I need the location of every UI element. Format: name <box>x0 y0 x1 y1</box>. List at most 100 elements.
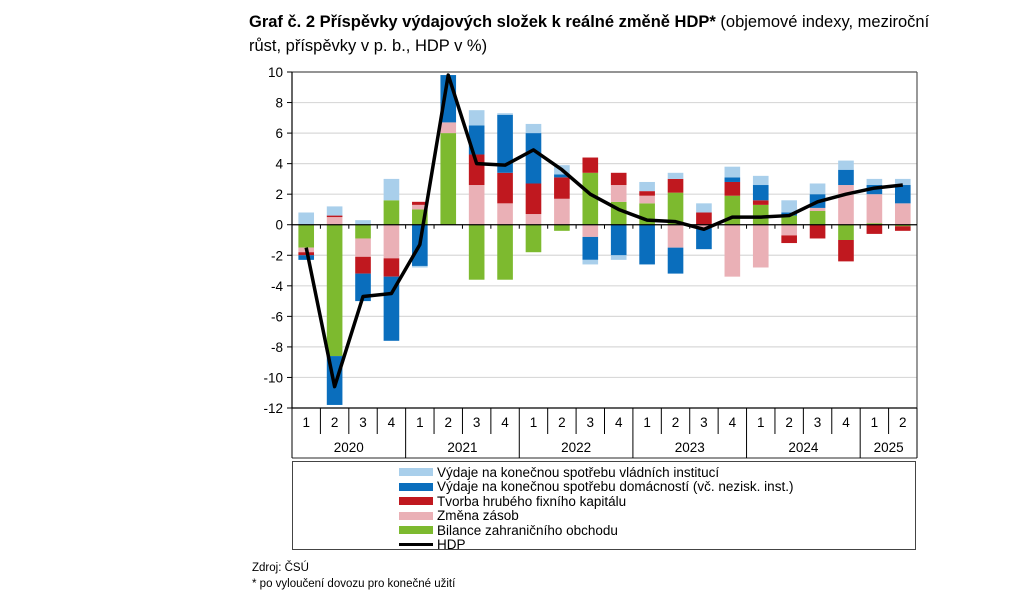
x-tick-label-quarter: 3 <box>587 415 595 430</box>
x-tick-label-quarter: 3 <box>473 415 481 430</box>
bar-segment <box>468 185 485 225</box>
legend-label: Výdaje na konečnou spotřebu vládních ins… <box>437 464 720 480</box>
y-tick-label: 8 <box>275 96 283 111</box>
x-tick-label-quarter: 1 <box>643 415 651 430</box>
legend-item: Výdaje na konečnou spotřebu domácností (… <box>399 479 794 494</box>
bar-segment <box>752 185 769 201</box>
bar-segment <box>781 235 797 244</box>
bar-segment <box>894 224 911 227</box>
bar-segment <box>497 172 513 204</box>
bar-segment <box>298 212 315 225</box>
x-tick-label-quarter: 1 <box>302 415 310 430</box>
x-tick-label-quarter: 4 <box>388 415 396 430</box>
bar-segment <box>355 224 371 239</box>
legend-label: Bilance zahraničního obchodu <box>437 522 618 538</box>
bar-segment <box>468 110 485 126</box>
bar-segment <box>696 224 712 228</box>
bar-segment <box>610 224 627 256</box>
bar-segment <box>440 133 457 225</box>
bar-segment <box>497 114 513 173</box>
bar-segment <box>383 200 400 225</box>
legend-item: Tvorba hrubého fixního kapitálu <box>399 494 626 509</box>
bar-segment <box>525 183 542 215</box>
bar-segment <box>412 265 428 268</box>
legend-swatch <box>399 511 433 520</box>
x-tick-label-quarter: 4 <box>842 415 850 430</box>
bar-segment <box>298 224 315 248</box>
bar-segment <box>639 181 655 192</box>
x-tick-label-quarter: 3 <box>359 415 367 430</box>
legend-swatch <box>399 482 433 491</box>
bar-segment <box>809 224 826 239</box>
x-tick-label-quarter: 2 <box>899 415 907 430</box>
bar-segment <box>554 224 570 231</box>
bar-segment <box>724 166 741 178</box>
x-tick-label-quarter: 1 <box>757 415 765 430</box>
x-tick-label-year: 2022 <box>561 440 591 455</box>
bar-segment <box>866 223 883 225</box>
bar-segment <box>894 178 911 186</box>
source-text: Zdroj: ČSÚ <box>252 562 309 574</box>
bar-segment <box>667 247 684 274</box>
x-tick-label-quarter: 1 <box>871 415 879 430</box>
x-tick-label-quarter: 2 <box>785 415 793 430</box>
bar-segment <box>781 224 797 236</box>
bar-segment <box>894 185 911 204</box>
bar-segment <box>838 160 854 170</box>
x-tick-label-quarter: 2 <box>672 415 680 430</box>
bar-segment <box>582 236 599 260</box>
bar-segment <box>355 273 371 302</box>
legend-item: Změna zásob <box>399 508 519 523</box>
bar-segment <box>838 240 854 262</box>
bar-segment <box>838 185 854 225</box>
bar-segment <box>355 238 371 257</box>
x-tick-label-quarter: 1 <box>416 415 424 430</box>
bar-segment <box>326 206 343 216</box>
x-tick-label-year: 2023 <box>675 440 705 455</box>
bar-segment <box>809 207 826 211</box>
bar-segment <box>554 198 570 225</box>
bar-segment <box>866 224 883 234</box>
y-tick-label: 0 <box>275 218 283 233</box>
y-tick-label: -4 <box>271 279 283 294</box>
x-tick-label-year: 2025 <box>874 440 904 455</box>
bar-segment <box>554 177 570 199</box>
bar-segment <box>866 194 883 224</box>
bar-segment <box>582 172 599 225</box>
legend: Výdaje na konečnou spotřebu vládních ins… <box>292 461 916 552</box>
x-tick-label-year: 2021 <box>447 440 477 455</box>
bar-segment <box>582 259 599 265</box>
legend-label: Výdaje na konečnou spotřebu domácností (… <box>437 479 794 494</box>
y-tick-label: -6 <box>271 309 283 324</box>
bar-segment <box>752 175 769 186</box>
x-tick-label-quarter: 4 <box>729 415 737 430</box>
source-note: Zdroj: ČSÚ * po vyloučení dovozu pro kon… <box>252 560 455 592</box>
y-tick-label: -10 <box>263 370 283 385</box>
bar-segment <box>525 123 542 134</box>
bar-segment <box>781 215 797 225</box>
bar-segment <box>355 256 371 274</box>
bar-segment <box>667 192 684 225</box>
bar-segment <box>667 178 684 193</box>
chart-title: Graf č. 2 Příspěvky výdajových složek k … <box>249 10 949 58</box>
bar-segment <box>383 258 400 277</box>
bar-segment <box>326 215 343 218</box>
legend-label: Změna zásob <box>437 508 519 523</box>
y-tick-label: -12 <box>263 401 283 416</box>
legend-swatch <box>399 468 433 476</box>
bar-segment <box>639 191 655 196</box>
x-tick-label-quarter: 1 <box>530 415 538 430</box>
bar-segment <box>838 169 854 186</box>
legend-label: HDP <box>437 537 466 552</box>
bar-segment <box>724 224 741 277</box>
legend-item: Bilance zahraničního obchodu <box>399 522 618 538</box>
bar-segment <box>383 178 400 201</box>
legend-swatch <box>399 497 433 505</box>
x-tick-label-quarter: 3 <box>814 415 822 430</box>
y-tick-label: -8 <box>271 340 283 355</box>
chart-title-normal: (objemové indexy, meziroční růst, příspě… <box>249 13 930 55</box>
footnote-text: * po vyloučení dovozu pro konečné užití <box>252 578 456 590</box>
bar-segment <box>752 224 769 268</box>
bar-segment <box>497 203 513 225</box>
bar-segment <box>355 220 371 225</box>
